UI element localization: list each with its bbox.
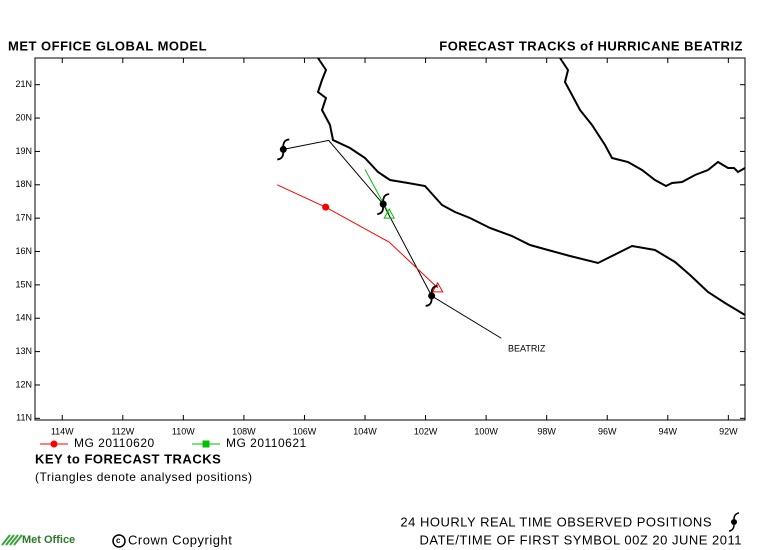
legend-label: MG 20110620: [74, 436, 155, 450]
subtitle: FORECAST TRACKS of HURRICANE BEATRIZ: [439, 38, 743, 53]
y-tick-label: 14N: [15, 313, 32, 323]
y-tick-label: 17N: [15, 213, 32, 223]
hurricane-symbol: [425, 284, 438, 307]
y-tick-label: 15N: [15, 279, 32, 289]
y-tick-label: 21N: [15, 79, 32, 89]
symbol-arm: [425, 284, 438, 307]
symbol-arm: [277, 138, 290, 161]
y-tick-label: 11N: [16, 413, 32, 423]
x-tick-label: 94W: [659, 426, 678, 436]
x-tick-label: 108W: [232, 426, 256, 436]
y-tick-label: 13N: [15, 346, 32, 356]
hurricane-symbol: [377, 193, 390, 216]
logo-text: Met Office: [22, 534, 75, 546]
plot-frame: [34, 57, 746, 421]
symbol-core: [379, 200, 387, 208]
hurricane-symbol: [277, 138, 290, 161]
copyright-symbol: [112, 534, 126, 548]
analysed-triangle: [431, 281, 444, 293]
legend-hurricane-symbol: [728, 512, 740, 532]
copyright-c: c: [116, 536, 121, 545]
x-tick-label: 110W: [172, 426, 195, 436]
logo: Met Office: [1, 534, 75, 546]
symbol-core: [279, 145, 287, 153]
x-tick-label: 114W: [51, 426, 74, 436]
x-tick-label: 112W: [111, 426, 134, 436]
symbol-core: [428, 292, 436, 300]
symbol-arm: [377, 193, 390, 216]
coastlines: [316, 57, 746, 316]
observed-note: 24 HOURLY REAL TIME OBSERVED POSITIONS: [400, 514, 712, 529]
y-tick-label: 18N: [15, 179, 32, 189]
x-tick-label: 100W: [474, 426, 498, 436]
track: [277, 184, 439, 289]
analysed-triangle: [383, 208, 396, 219]
x-tick-label: 102W: [414, 426, 438, 436]
copyright: Crown Copyright: [128, 532, 232, 547]
x-tick-label: 98W: [537, 426, 556, 436]
x-tick-label: 104W: [353, 426, 377, 436]
coastline: [316, 57, 746, 316]
track: [283, 139, 502, 339]
y-tick-label: 20N: [15, 112, 32, 122]
x-tick-label: 106W: [293, 426, 317, 436]
y-tick-label: 19N: [15, 146, 32, 156]
marker: [322, 203, 330, 211]
logo-stripes: [1, 534, 23, 546]
marker: [50, 440, 58, 448]
key-title: KEY to FORECAST TRACKS: [35, 451, 221, 466]
storm-label: BEATRIZ: [508, 343, 546, 353]
x-tick-label: 92W: [719, 426, 738, 436]
marker: [202, 440, 210, 448]
x-tick-label: 96W: [598, 426, 617, 436]
key-note: (Triangles denote analysed positions): [35, 470, 253, 484]
y-tick-label: 16N: [15, 246, 32, 256]
legend-label: MG 20110621: [226, 436, 307, 450]
y-tick-label: 12N: [15, 379, 32, 389]
date-note: DATE/TIME OF FIRST SYMBOL 00Z 20 JUNE 20…: [420, 532, 743, 547]
coastline: [559, 57, 746, 188]
title: MET OFFICE GLOBAL MODEL: [8, 38, 207, 53]
